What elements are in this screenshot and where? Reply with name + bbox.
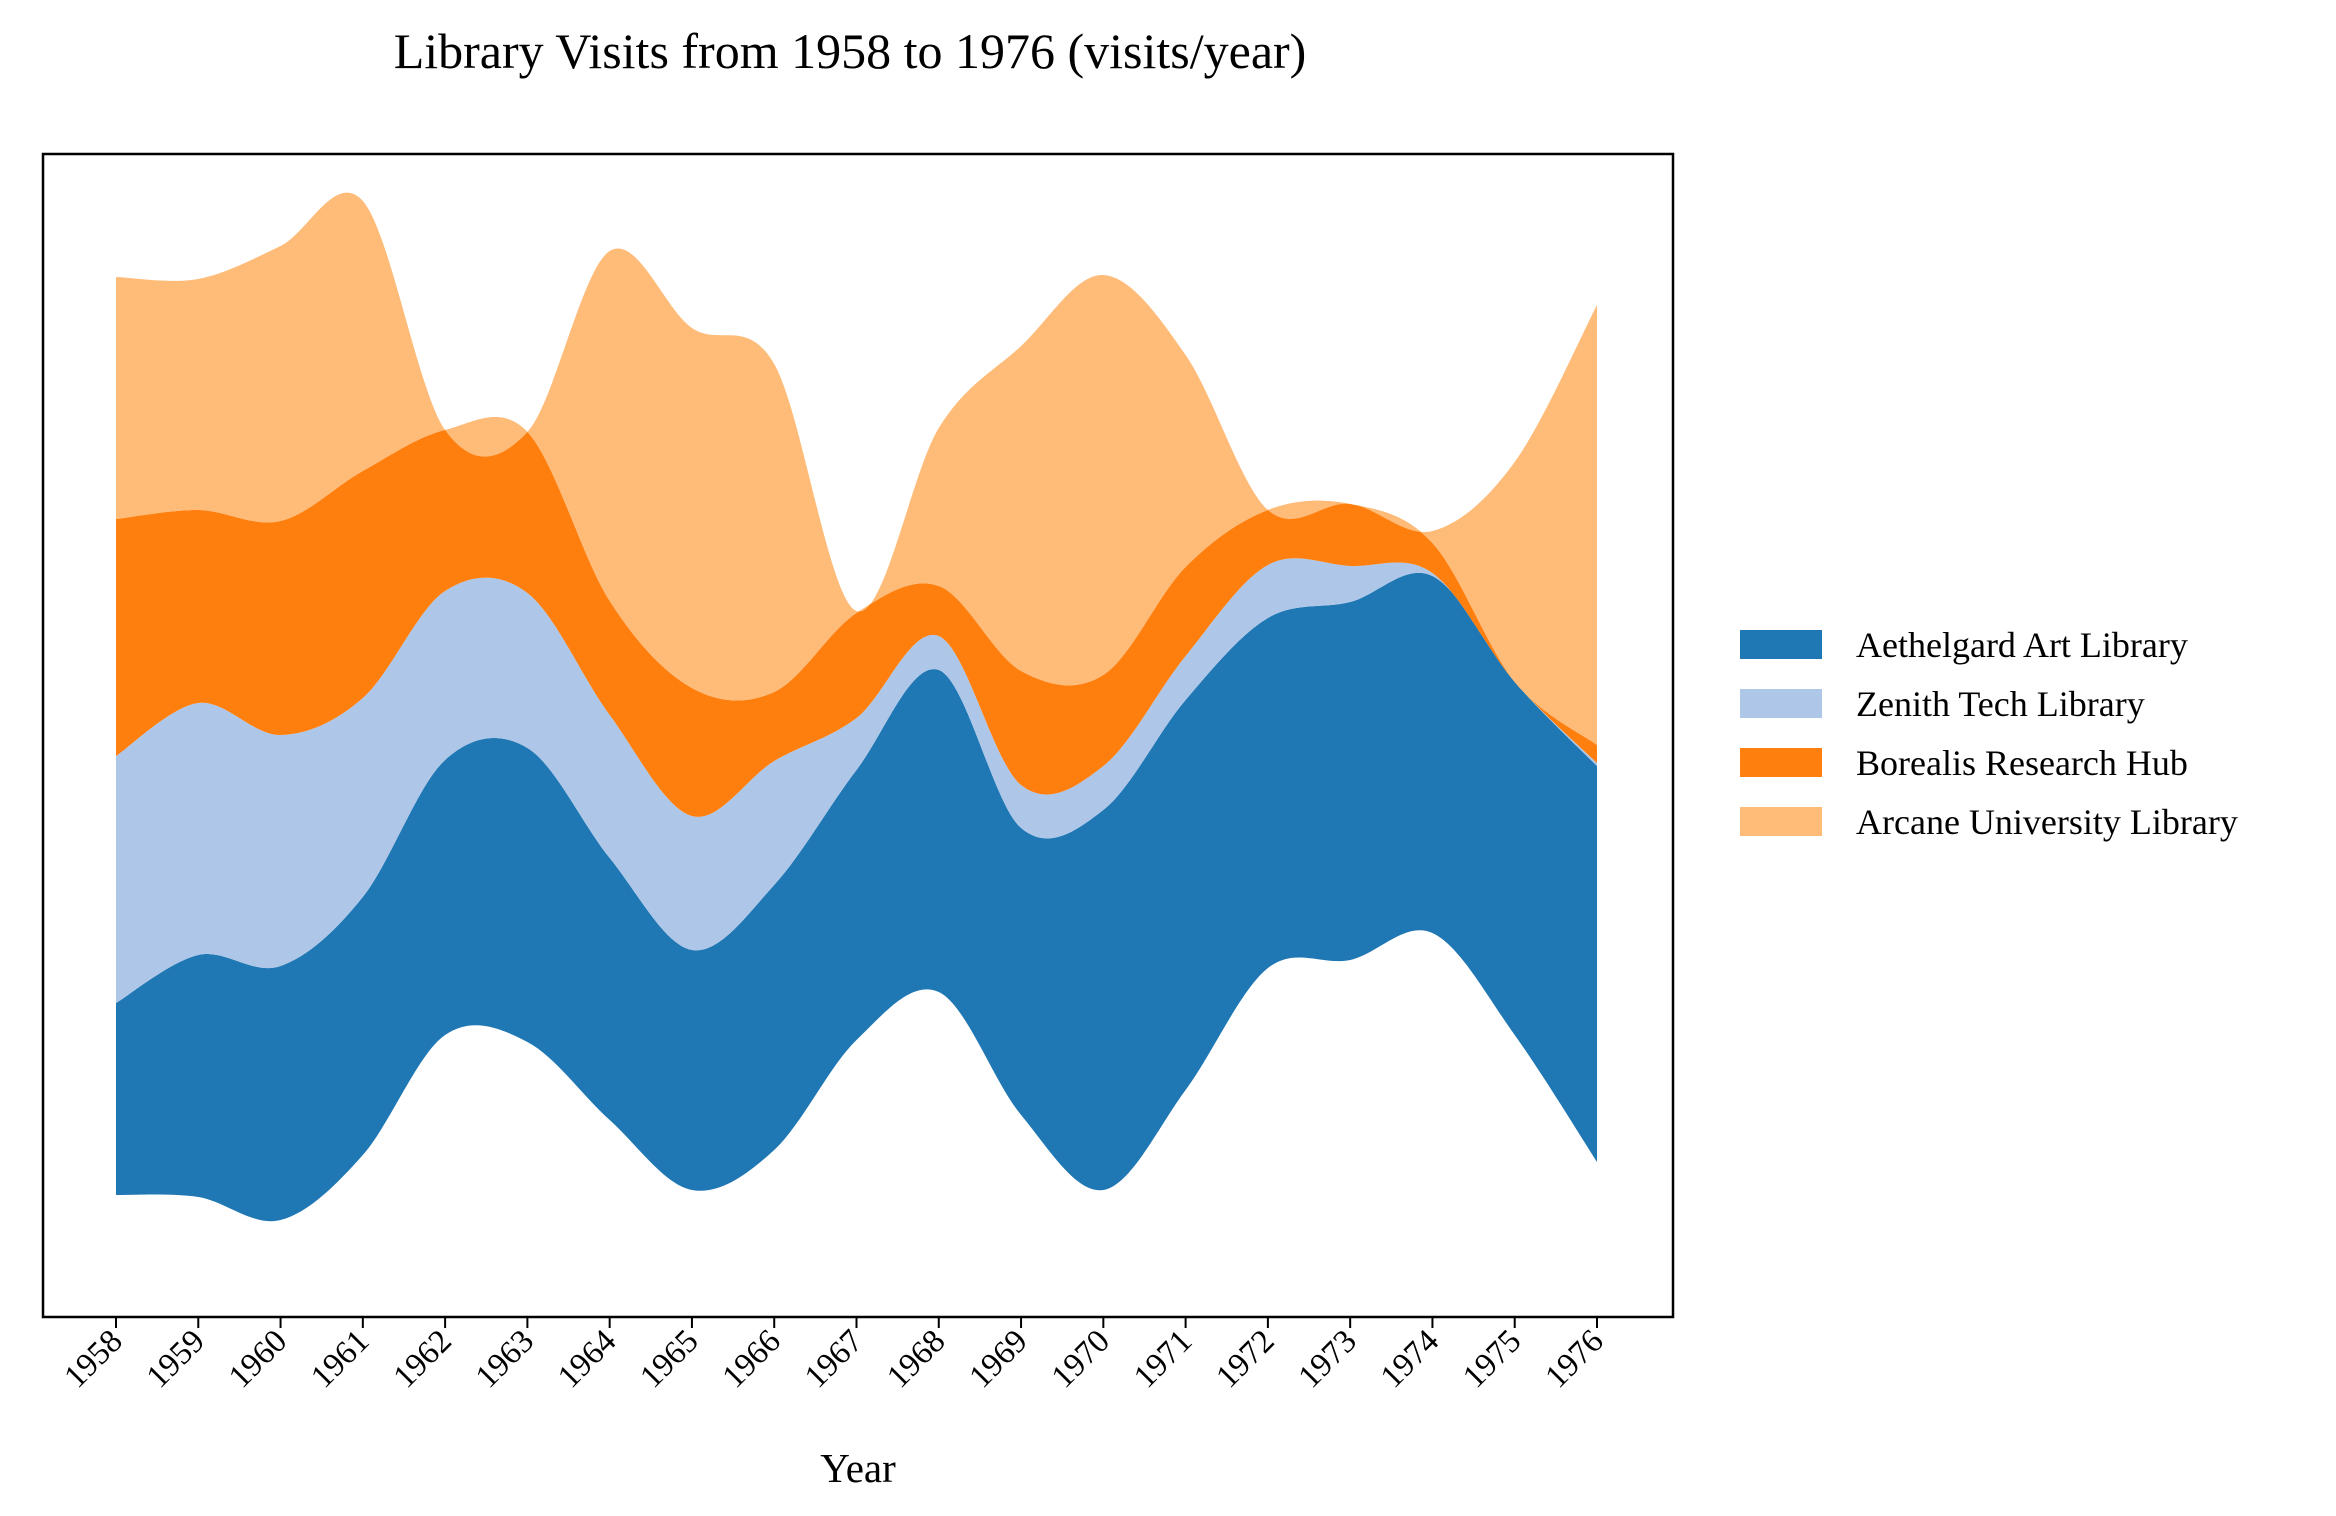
legend-item: Aethelgard Art Library [1740,615,2238,674]
stream-zenith-tech-library [116,558,1597,1003]
x-tick-label: 1959 [140,1323,212,1395]
x-tick-label: 1960 [222,1323,294,1395]
x-tick-label: 1968 [880,1323,952,1395]
legend-swatch [1740,689,1822,718]
x-tick-label: 1961 [304,1323,376,1395]
x-tick-label: 1971 [1127,1323,1199,1395]
legend-label: Arcane University Library [1856,801,2238,842]
x-tick-label: 1958 [58,1323,130,1395]
stream-aethelgard-art-library [116,572,1597,1222]
legend-label: Aethelgard Art Library [1856,624,2188,665]
x-tick-label: 1962 [387,1323,459,1395]
legend-swatch [1740,807,1822,836]
x-tick-label: 1970 [1045,1323,1117,1395]
x-tick-label: 1963 [469,1323,541,1395]
x-tick-label: 1964 [551,1323,623,1395]
x-axis-ticks: 1958 1959 1960 1961 1962 1963 1964 1965 1966 1967… [58,1317,1611,1395]
x-axis-label: Year [820,1445,896,1491]
x-tick-label: 1966 [716,1323,788,1395]
legend-swatch [1740,630,1822,659]
legend-item: Zenith Tech Library [1740,674,2238,733]
legend-label: Zenith Tech Library [1856,683,2145,724]
stream-borealis-research-hub [116,417,1597,817]
x-tick-label: 1969 [963,1323,1035,1395]
x-tick-label: 1976 [1539,1323,1611,1395]
x-tick-label: 1975 [1456,1323,1528,1395]
chart-title: Library Visits from 1958 to 1976 (visits… [393,23,1307,79]
plot-frame [41,152,1675,1319]
x-tick-label: 1967 [798,1323,870,1395]
legend-item: Borealis Research Hub [1740,733,2238,792]
x-tick-label: 1974 [1374,1323,1446,1395]
legend-item: Arcane University Library [1740,792,2238,851]
stream-layers [116,192,1597,1222]
legend-label: Borealis Research Hub [1856,742,2188,783]
x-tick-label: 1973 [1292,1323,1364,1395]
legend: Aethelgard Art Library Zenith Tech Librar… [1740,615,2238,851]
x-tick-label: 1965 [633,1323,705,1395]
x-tick-label: 1972 [1209,1323,1281,1395]
legend-swatch [1740,748,1822,777]
